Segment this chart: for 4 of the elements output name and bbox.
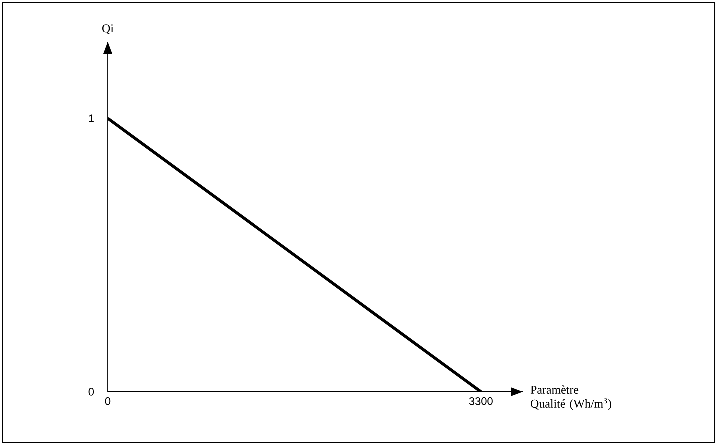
y-tick-label: 1 (89, 114, 94, 122)
x-axis-title: Paramètre Qualité (Wh/m$^{3}$) (530, 386, 612, 410)
y-axis-title: Qi (102, 24, 114, 34)
x-tick-label: 3300 (469, 398, 493, 406)
